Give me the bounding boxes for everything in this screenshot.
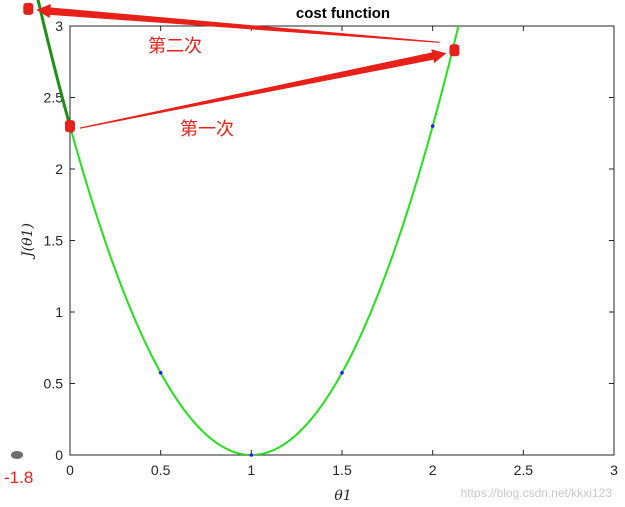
- x-tick-label: 2.5: [514, 462, 534, 478]
- annotation-first-step: 第一次: [180, 119, 234, 140]
- gradient-step-marker: [449, 44, 460, 57]
- x-tick-label: 3: [610, 462, 618, 478]
- y-tick-label: 2.5: [44, 90, 64, 106]
- data-point: [430, 124, 435, 128]
- y-tick-labels: 0 0.5 1 1.5 2 2.5 3: [44, 18, 64, 463]
- axes-box: [69, 25, 615, 456]
- step1-arrow-head: [431, 49, 447, 64]
- x-tick-label: 0.5: [151, 462, 171, 478]
- x-axis-title: θ1: [334, 488, 351, 504]
- y-tick-label: 1: [55, 304, 63, 320]
- data-points-group: [158, 124, 435, 457]
- x-tick-label: 2: [429, 462, 437, 478]
- cost-curve-line: [70, 26, 460, 455]
- step1-arrow-shaft: [79, 51, 438, 129]
- annotation-second-step: 第二次: [148, 36, 202, 57]
- y-tick-label: 0.5: [44, 376, 64, 392]
- data-point: [249, 453, 254, 457]
- cost-curve-extension: [36, 0, 74, 134]
- x-tick-label: 0: [66, 462, 74, 478]
- gradient-steps-group: [23, 2, 460, 133]
- chart-title: cost function: [296, 5, 390, 22]
- left-value-label: -1.8: [4, 468, 33, 487]
- x-tick-label: 1.5: [332, 462, 352, 478]
- y-tick-label: 0: [55, 447, 63, 463]
- gray-marker: [11, 451, 23, 459]
- gradient-step-marker: [23, 2, 34, 15]
- y-tick-label: 2: [55, 161, 63, 177]
- y-tick-label: 3: [55, 18, 63, 34]
- gradient-step-marker: [65, 120, 75, 133]
- data-point: [340, 370, 344, 375]
- y-axis-title: J(θ1): [20, 223, 36, 260]
- data-point: [158, 370, 163, 375]
- watermark-text: https://blog.csdn.net/kkxi123: [461, 486, 613, 500]
- y-tick-label: 1.5: [44, 233, 64, 249]
- x-tick-labels: 0 0.5 1 1.5 2 2.5 3: [66, 462, 618, 478]
- step2-arrow-shaft: [46, 7, 440, 43]
- step2-arrow-head: [36, 4, 51, 18]
- x-tick-label: 1: [247, 462, 255, 478]
